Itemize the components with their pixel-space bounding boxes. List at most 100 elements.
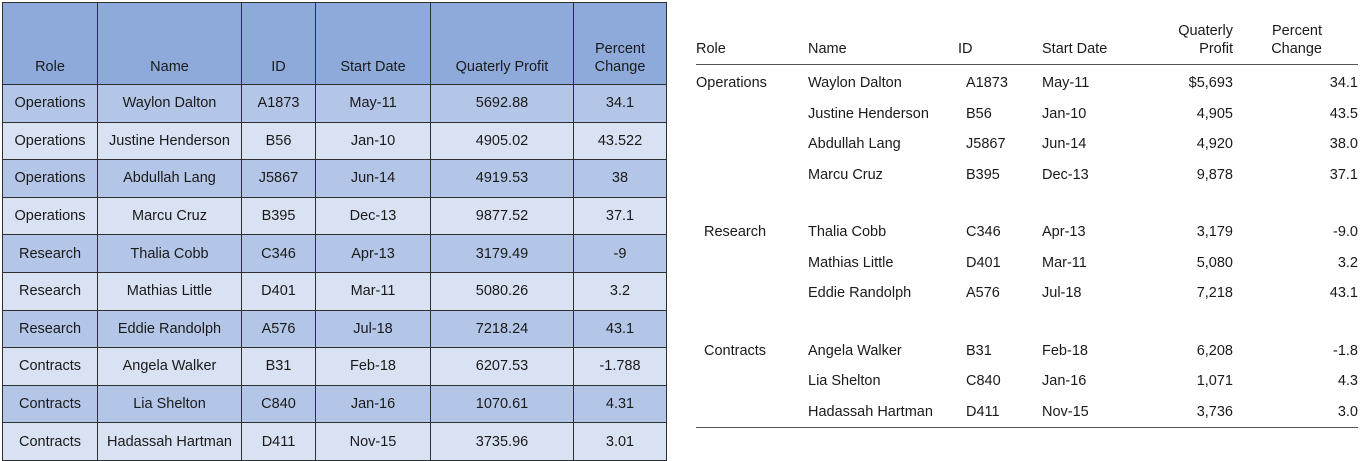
cell-role: Contracts — [2, 422, 98, 461]
cell-id: D411 — [241, 422, 316, 461]
table-row: Research Thalia Cobb C346 Apr-13 3,179 -9.0 — [696, 217, 1358, 248]
cell-role — [696, 278, 808, 309]
cell-quarterly-profit: 3,179 — [1196, 224, 1233, 241]
cell-start-date: Jan-10 — [315, 121, 431, 161]
cell-quarterly-profit: 7,218 — [1196, 285, 1233, 302]
cell-start-date: Dec-13 — [1042, 166, 1089, 183]
cell-percent-change: 3.01 — [573, 422, 667, 461]
cell-role: Research — [2, 271, 98, 311]
cell-percent-change: 34.1 — [1329, 75, 1358, 92]
cell-percent-change: -9 — [573, 234, 667, 273]
cell-name: Hadassah Hartman — [808, 396, 958, 428]
cell-quarterly-profit: 3179.49 — [430, 234, 574, 273]
header-percent-change: Percent Change — [573, 2, 667, 85]
cell-role: Operations — [2, 121, 98, 161]
cell-quarterly-profit: 3735.96 — [430, 422, 574, 461]
cell-name: Thalia Cobb — [808, 224, 887, 241]
table-row: Marcu Cruz B395 Dec-13 9,878 37.1 — [696, 160, 1358, 191]
header-percent-change-line2: Change — [594, 59, 646, 75]
table-row: Operations Abdullah Lang J5867 Jun-14 4919.5… — [2, 159, 667, 198]
cell-role: Operations — [2, 159, 98, 198]
cell-start-date: Mar-11 — [1042, 254, 1087, 271]
header-percent-change-line1: Percent — [595, 41, 645, 57]
cell-percent-change: 4.31 — [573, 384, 667, 424]
cell-quarterly-profit: 1070.61 — [430, 384, 574, 424]
cell-id: B56 — [966, 105, 992, 122]
table-row: Abdullah Lang J5867 Jun-14 4,920 38.0 — [696, 129, 1358, 160]
table-row: Contracts Lia Shelton C840 Jan-16 1070.61 4.3… — [2, 384, 667, 424]
cell-name: Hadassah Hartman — [97, 422, 242, 461]
cell-start-date: Jul-18 — [1042, 285, 1082, 302]
cell-name: Angela Walker — [808, 342, 902, 359]
table-row: Hadassah Hartman D411 Nov-15 3,736 3.0 — [696, 396, 1358, 428]
cell-id: J5867 — [241, 159, 316, 198]
cell-id: C346 — [966, 224, 1001, 241]
cell-id: C346 — [241, 234, 316, 273]
cell-role — [696, 396, 808, 428]
group-spacer — [696, 190, 1358, 217]
cell-start-date: Apr-13 — [315, 234, 431, 273]
header-role: Role — [696, 22, 808, 65]
header-name: Name — [97, 2, 242, 85]
cell-role: Research — [2, 234, 98, 273]
cell-name: Lia Shelton — [97, 384, 242, 424]
header-name: Name — [808, 22, 958, 65]
table-row: Lia Shelton C840 Jan-16 1,071 4.3 — [696, 366, 1358, 397]
cell-quarterly-profit: 7218.24 — [430, 309, 574, 349]
cell-percent-change: 37.1 — [1329, 166, 1358, 183]
table-row: Research Thalia Cobb C346 Apr-13 3179.49 -9 — [2, 234, 667, 273]
cell-id: A576 — [966, 285, 1000, 302]
cell-percent-change: 3.2 — [1337, 254, 1358, 271]
cell-id: A1873 — [241, 84, 316, 123]
table-row: Justine Henderson B56 Jan-10 4,905 43.5 — [696, 99, 1358, 130]
grouped-data-table: Role Name ID Start Date Quaterly Profit … — [696, 22, 1358, 428]
group-spacer-cell — [696, 309, 1358, 336]
cell-role: Operations — [2, 196, 98, 236]
cell-name: Mathias Little — [808, 254, 894, 271]
cell-quarterly-profit: 9,878 — [1196, 166, 1233, 183]
left-table-body: Operations Waylon Dalton A1873 May-11 5692.8… — [2, 84, 667, 461]
table-row: Research Eddie Randolph A576 Jul-18 7218.24 4… — [2, 309, 667, 349]
header-start-date: Start Date — [1042, 22, 1148, 65]
header-quarterly-profit: Quaterly Profit — [430, 2, 574, 85]
table-row: Operations Waylon Dalton A1873 May-11 $5,693… — [696, 65, 1358, 99]
cell-id: B395 — [241, 196, 316, 236]
cell-id: C840 — [241, 384, 316, 424]
cell-id: C840 — [966, 373, 1001, 390]
cell-name: Marcu Cruz — [808, 166, 883, 183]
cell-name: Abdullah Lang — [808, 136, 901, 153]
formatted-data-table: Role Name ID Start Date Quaterly Profit … — [2, 2, 667, 461]
table-row: Contracts Hadassah Hartman D411 Nov-15 3735.… — [2, 422, 667, 461]
cell-start-date: May-11 — [1042, 75, 1090, 92]
cell-start-date: Mar-11 — [315, 271, 431, 311]
cell-quarterly-profit: 5080.26 — [430, 271, 574, 311]
cell-percent-change: 38 — [573, 159, 667, 198]
table-row: Contracts Angela Walker B31 Feb-18 6207.53 -1… — [2, 347, 667, 386]
cell-percent-change: -1.788 — [573, 347, 667, 386]
group-spacer — [696, 309, 1358, 336]
cell-percent-change: 38.0 — [1329, 136, 1358, 153]
cell-percent-change: -9.0 — [1333, 224, 1358, 241]
cell-quarterly-profit: 6,208 — [1196, 342, 1233, 359]
cell-name: Abdullah Lang — [97, 159, 242, 198]
table-row: Research Mathias Little D401 Mar-11 5080.26 3… — [2, 271, 667, 311]
header-profit-line1: Quaterly — [1178, 23, 1233, 39]
cell-name: Waylon Dalton — [808, 75, 902, 92]
cell-id: B31 — [241, 347, 316, 386]
cell-role — [696, 248, 808, 279]
cell-name: Marcu Cruz — [97, 196, 242, 236]
cell-name: Lia Shelton — [808, 373, 881, 390]
right-table-body: Operations Waylon Dalton A1873 May-11 $5,693… — [696, 65, 1358, 428]
cell-quarterly-profit: $5,693 — [1188, 75, 1233, 92]
cell-quarterly-profit: 4905.02 — [430, 121, 574, 161]
table-row: Contracts Angela Walker B31 Feb-18 6,208 -1.8 — [696, 336, 1358, 367]
cell-role: Research — [704, 224, 767, 241]
cell-name: Thalia Cobb — [97, 234, 242, 273]
cell-percent-change: 37.1 — [573, 196, 667, 236]
cell-name: Justine Henderson — [97, 121, 242, 161]
header-role: Role — [2, 2, 98, 85]
cell-start-date: Feb-18 — [315, 347, 431, 386]
cell-id: B56 — [241, 121, 316, 161]
cell-role — [696, 99, 808, 130]
cell-role: Contracts — [2, 347, 98, 386]
